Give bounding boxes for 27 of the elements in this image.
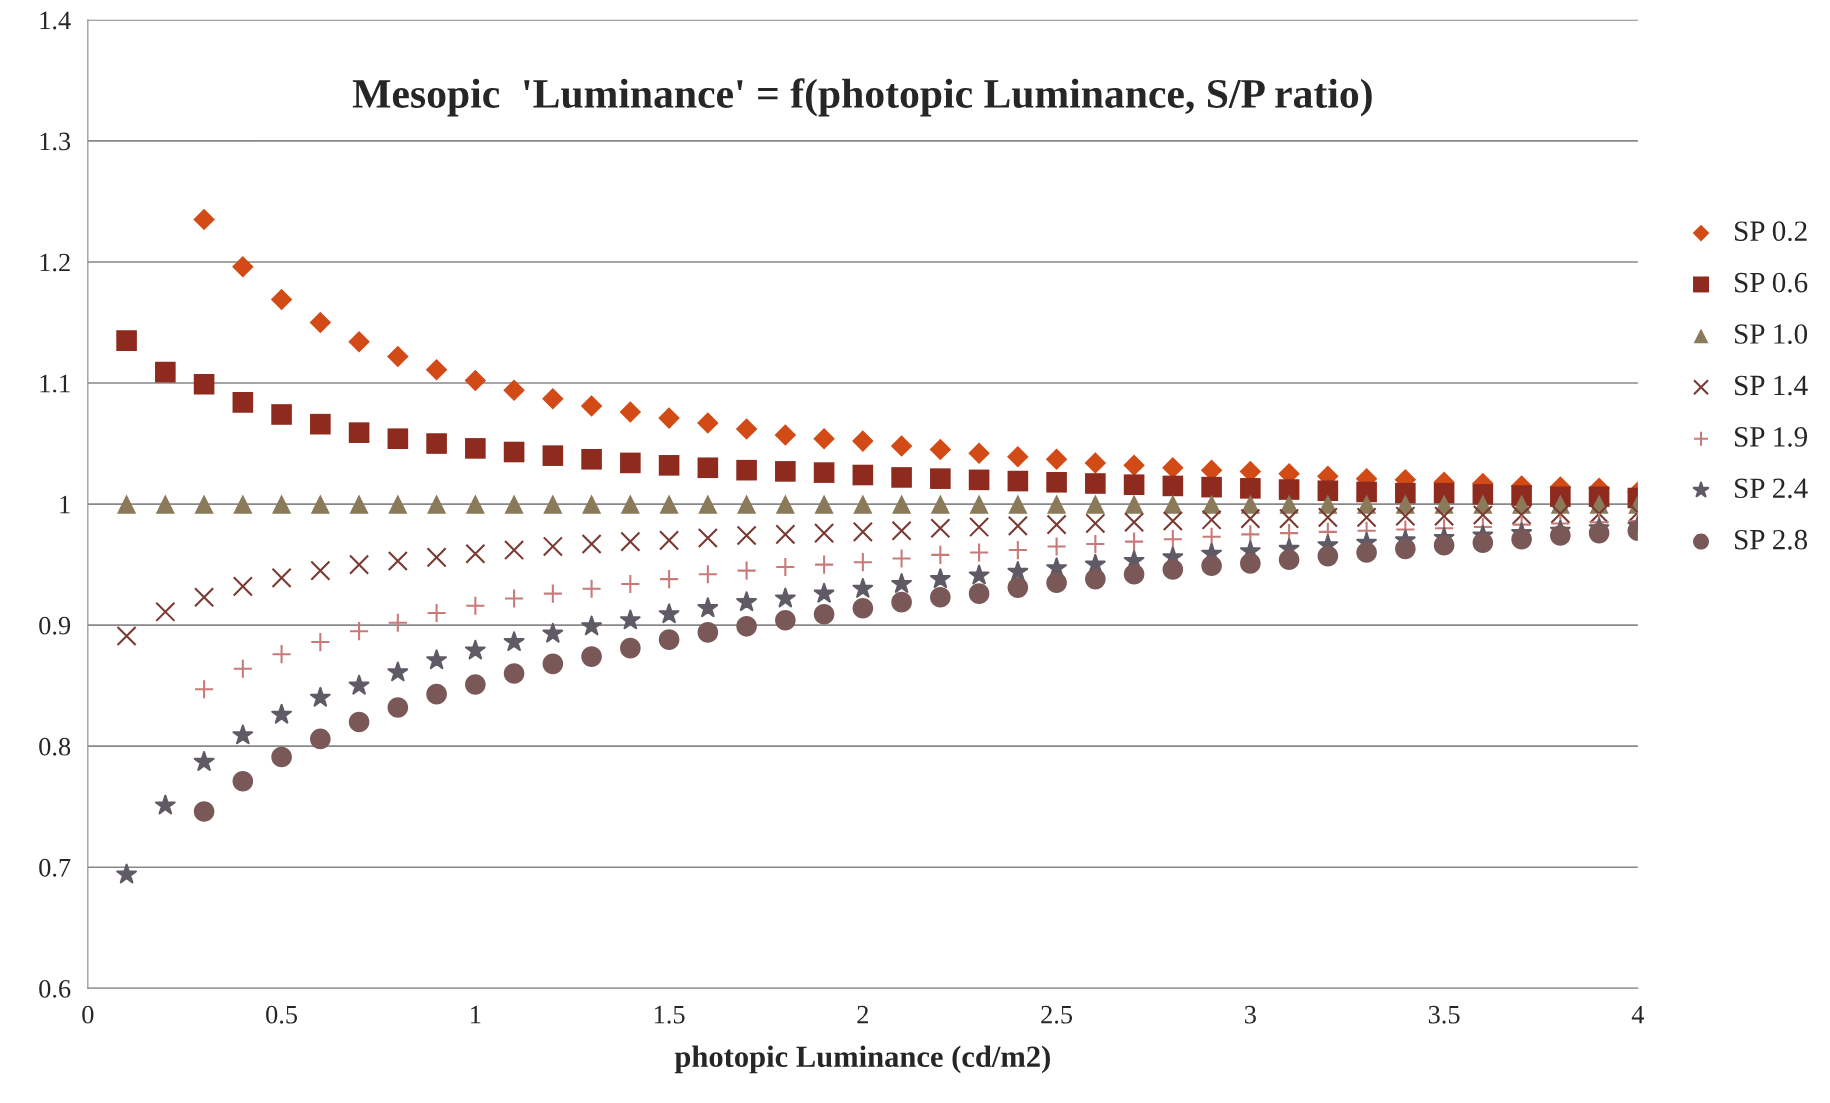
legend-label: SP 1.9 xyxy=(1735,427,1807,447)
legend-label: SP 2.8 xyxy=(1735,529,1808,550)
legend-label: SP 0.6 xyxy=(1735,272,1808,293)
x-tick-label: 2 xyxy=(857,1005,868,1024)
x-tick-label: 1 xyxy=(471,1005,481,1024)
x-tick-label: 4 xyxy=(1631,1005,1645,1024)
y-tick-label: 1 xyxy=(60,495,70,514)
y-tick-label: 0.8 xyxy=(39,737,71,756)
y-tick-label: 1.1 xyxy=(40,374,70,393)
x-tick-label: 0.5 xyxy=(266,1005,298,1024)
text: Mesopic 'Luminance' = f(photopic Luminance, S/P ratio) xyxy=(352,78,1372,117)
y-tick-label: 1.3 xyxy=(40,132,71,151)
x-axis-title: photopic Luminance (cd/m2) xyxy=(674,1045,1050,1074)
x-tick-label: 1.5 xyxy=(654,1005,685,1024)
y-tick-label: 0.9 xyxy=(39,616,71,635)
y-tick-label: 1.4 xyxy=(40,11,71,30)
y-tick-label: 1.2 xyxy=(40,253,70,272)
legend-label: SP 1.4 xyxy=(1735,375,1808,396)
legend-label: SP 1.0 xyxy=(1735,324,1808,344)
x-tick-label: 0 xyxy=(82,1005,94,1024)
x-tick-label: 3.5 xyxy=(1428,1005,1460,1024)
x-tick-label: 2.5 xyxy=(1041,1005,1073,1024)
legend-label: SP 0.2 xyxy=(1735,221,1807,242)
x-tick-label: 3 xyxy=(1245,1005,1256,1024)
y-tick-label: 0.7 xyxy=(39,858,71,877)
y-tick-label: 0.6 xyxy=(39,979,71,998)
legend-label: SP 2.4 xyxy=(1735,478,1808,499)
